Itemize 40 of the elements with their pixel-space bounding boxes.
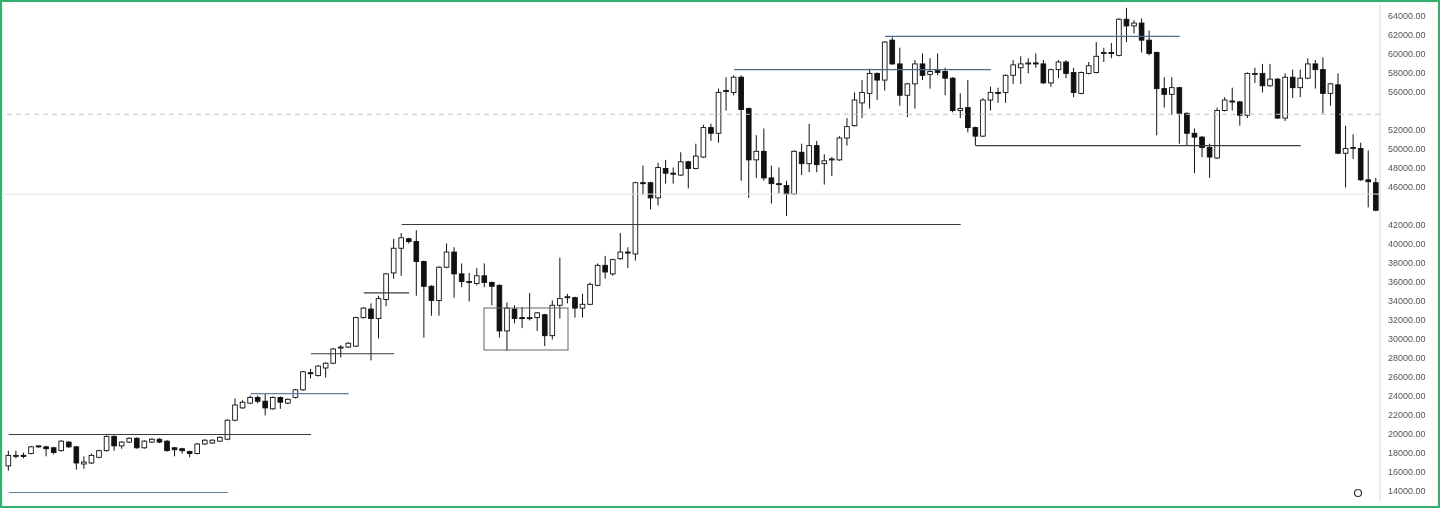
- y-tick-label: 48000.00: [1388, 162, 1426, 173]
- candlestick: [927, 57, 933, 90]
- candlestick: [723, 76, 729, 111]
- y-tick-label: 40000.00: [1388, 238, 1426, 249]
- candlestick: [504, 301, 510, 352]
- candlestick: [859, 79, 865, 119]
- y-tick-label: 26000.00: [1388, 371, 1426, 382]
- candlestick: [1267, 63, 1273, 88]
- y-tick-label: 38000.00: [1388, 257, 1426, 268]
- candlestick: [557, 257, 563, 320]
- candlestick: [708, 123, 714, 142]
- y-tick-label: 18000.00: [1388, 447, 1426, 458]
- y-tick-label: 34000.00: [1388, 295, 1426, 306]
- y-tick-label: 32000.00: [1388, 314, 1426, 325]
- y-tick-label: 28000.00: [1388, 352, 1426, 363]
- candlestick: [995, 87, 1001, 104]
- candlestick: [368, 302, 374, 361]
- y-tick-label: 46000.00: [1388, 181, 1426, 192]
- candlestick: [617, 232, 624, 261]
- y-tick-label: 50000.00: [1388, 143, 1426, 154]
- candlestick: [1063, 59, 1069, 79]
- y-tick-label: 22000.00: [1388, 409, 1426, 420]
- y-tick-label: 36000.00: [1388, 276, 1426, 287]
- y-tick-label: 16000.00: [1388, 466, 1426, 477]
- y-tick-label: 20000.00: [1388, 428, 1426, 439]
- y-tick-label: 64000.00: [1388, 10, 1426, 21]
- y-tick-label: 30000.00: [1388, 333, 1426, 344]
- candlestick: [1131, 19, 1137, 35]
- candlestick: [844, 117, 850, 147]
- y-tick-label: 24000.00: [1388, 390, 1426, 401]
- y-tick-label: 56000.00: [1388, 86, 1426, 97]
- candlestick: [776, 166, 782, 194]
- candlestick: [640, 165, 646, 196]
- y-tick-label: 62000.00: [1388, 29, 1426, 40]
- y-tick-label: 58000.00: [1388, 67, 1426, 78]
- candlestick: [5, 450, 12, 472]
- y-tick-label: 52000.00: [1388, 124, 1426, 135]
- y-tick-label: 42000.00: [1388, 219, 1426, 230]
- y-tick-label: 14000.00: [1388, 485, 1426, 496]
- y-tick-label: 60000.00: [1388, 48, 1426, 59]
